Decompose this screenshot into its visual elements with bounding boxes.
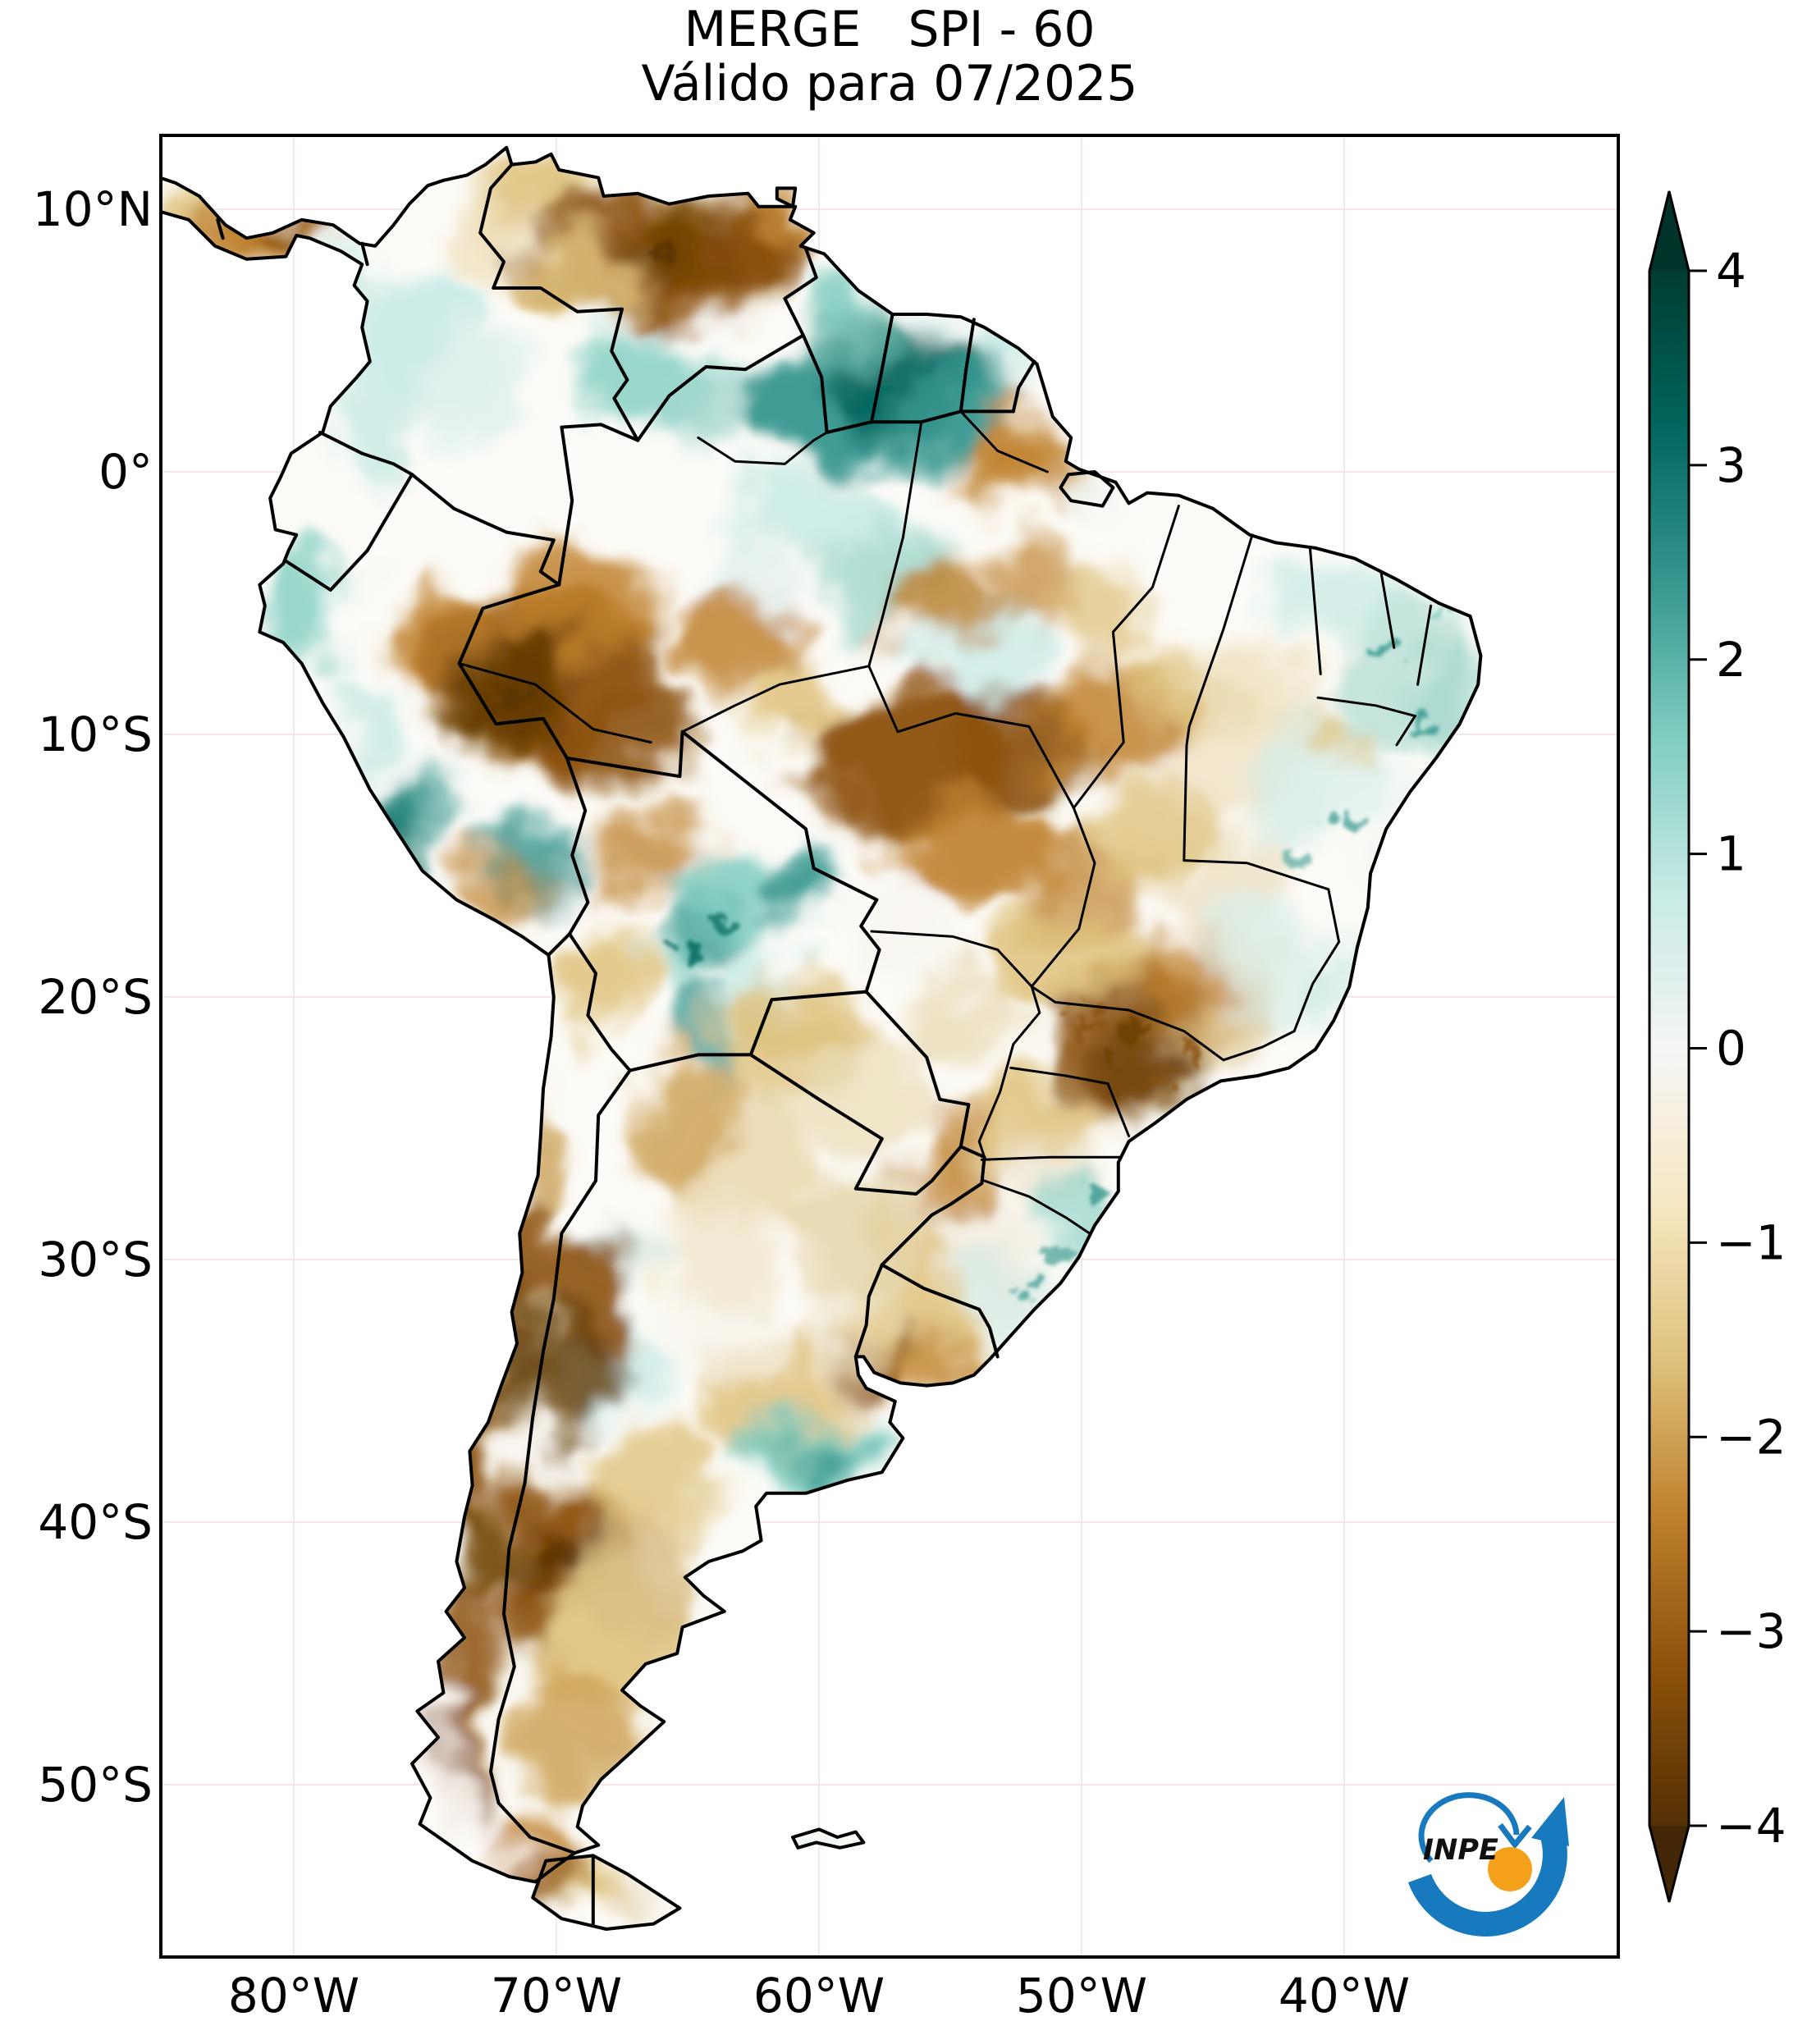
colorbar-tick-label: −4 — [1716, 1798, 1787, 1854]
colorbar-tick-label: 0 — [1716, 1021, 1746, 1077]
lat-tick-label: 10°N — [32, 181, 153, 237]
colorbar: 4 3 2 1 0 −1 −2 −3 −4 — [1648, 190, 1787, 1903]
colorbar-over-arrow — [1649, 191, 1689, 271]
map-frame — [159, 134, 1620, 1959]
lat-tick-label: 30°S — [38, 1232, 153, 1287]
lon-tick-label: 80°W — [227, 1968, 360, 2023]
state-borders — [458, 409, 1433, 1235]
colorbar-gradient — [1649, 271, 1689, 1826]
logo-orange-dot — [1488, 1847, 1532, 1891]
logo-orbit-loop — [1418, 1792, 1520, 1863]
colorbar-tick-label: 2 — [1716, 632, 1746, 688]
colorbar-tick-label: 1 — [1716, 826, 1746, 882]
logo-swoosh-arrow — [1407, 1833, 1567, 1937]
coastline — [162, 145, 1483, 1931]
lat-tick-label: 50°S — [38, 1757, 153, 1813]
lon-tick-label: 70°W — [490, 1968, 623, 2023]
colorbar-under-arrow — [1649, 1826, 1689, 1902]
logo-text: INPE — [1423, 1834, 1498, 1867]
logo-arrowhead — [1531, 1797, 1569, 1846]
country-borders — [216, 162, 1036, 1926]
spi-speckles — [493, 240, 1455, 1292]
lon-tick-label: 50°W — [1015, 1968, 1148, 2023]
lat-tick-label: 10°S — [38, 706, 153, 762]
south-america-map — [162, 137, 1617, 1955]
colorbar-tick-label: −3 — [1716, 1603, 1787, 1659]
lat-tick-label: 0° — [98, 444, 153, 500]
chart-subtitle: Válido para 07/2025 — [641, 55, 1138, 112]
colorbar-tick-label: 4 — [1716, 243, 1746, 299]
chart-title: MERGE SPI - 60 — [684, 1, 1096, 58]
colorbar-tick-label: −1 — [1716, 1214, 1787, 1270]
inpe-logo: INPE — [1407, 1792, 1569, 1937]
lon-tick-label: 60°W — [753, 1968, 885, 2023]
lat-tick-label: 40°S — [38, 1494, 153, 1550]
lon-tick-label: 40°W — [1278, 1968, 1411, 2023]
lat-tick-label: 20°S — [38, 969, 153, 1025]
land-area — [162, 147, 1481, 1929]
colorbar-tick-label: 3 — [1716, 437, 1746, 493]
colorbar-tick-label: −2 — [1716, 1409, 1787, 1465]
logo-orbit-arrowhead — [1498, 1822, 1532, 1850]
